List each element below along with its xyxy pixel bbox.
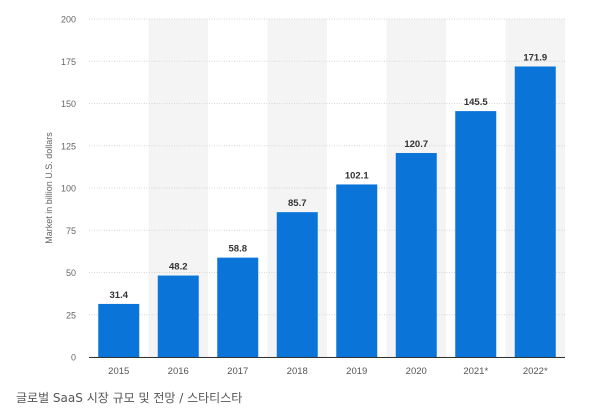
bar — [217, 257, 259, 357]
bar-value-label: 85.7 — [288, 198, 307, 209]
x-tick-label: 2021* — [463, 366, 488, 377]
figure-caption: 글로벌 SaaS 시장 규모 및 전망 / 스타티스타 — [16, 391, 243, 405]
bar-value-label: 145.5 — [464, 97, 488, 108]
x-tick-label: 2016 — [168, 366, 189, 377]
bar-value-label: 171.9 — [523, 52, 547, 63]
x-tick-label: 2015 — [108, 366, 129, 377]
y-tick-label: 125 — [61, 141, 76, 151]
y-tick-label: 150 — [61, 99, 76, 109]
y-tick-label: 75 — [66, 226, 76, 236]
x-tick-label: 2020 — [406, 366, 427, 377]
bar — [514, 66, 556, 357]
bar-value-label: 48.2 — [169, 262, 188, 273]
y-axis-label: Market in billion U.S. dollars — [44, 132, 54, 244]
x-tick-label: 2017 — [227, 366, 248, 377]
bar — [276, 212, 318, 357]
bar — [98, 303, 140, 357]
bar-chart: 0 25 50 75 100 125 150 175 200 31.4 48.2 58.8 85.7 1… — [44, 15, 565, 377]
y-tick-label: 175 — [61, 57, 76, 67]
x-tick-label: 2018 — [287, 366, 308, 377]
bar — [336, 184, 378, 357]
bar — [455, 111, 497, 357]
y-tick-label: 25 — [66, 310, 76, 320]
bar-value-label: 31.4 — [110, 290, 129, 301]
y-tick-label: 50 — [66, 268, 76, 278]
bar-value-label: 120.7 — [404, 139, 428, 150]
x-tick-label: 2022* — [523, 366, 548, 377]
bar-value-label: 102.1 — [345, 170, 369, 181]
y-tick-label: 0 — [71, 353, 76, 363]
bar — [157, 275, 199, 357]
y-tick-label: 100 — [61, 184, 76, 194]
y-tick-label: 200 — [61, 15, 76, 25]
bar — [395, 153, 437, 357]
x-tick-label: 2019 — [346, 366, 367, 377]
bar-value-label: 58.8 — [229, 244, 248, 255]
